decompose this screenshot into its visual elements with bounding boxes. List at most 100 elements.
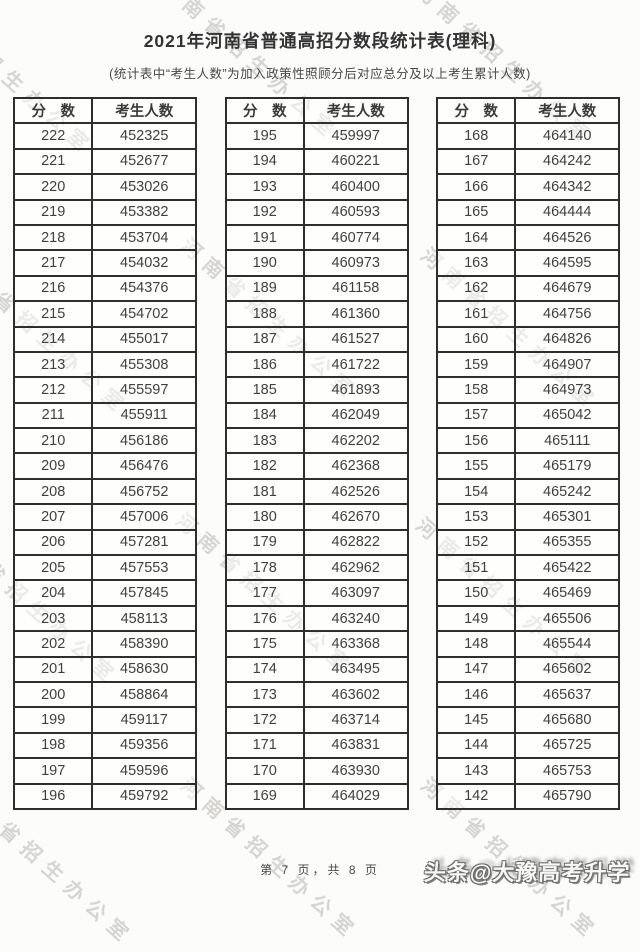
- score-cell: 193: [224, 173, 305, 201]
- header-row: 分 数 考生人数: [435, 96, 620, 125]
- score-cell: 176: [224, 604, 305, 633]
- score-cell: 146: [435, 680, 517, 709]
- score-cell: 217: [12, 249, 94, 277]
- count-cell: 458390: [91, 630, 197, 658]
- count-cell: 461893: [302, 376, 409, 404]
- score-column-header: 分 数: [224, 96, 305, 125]
- table-row: 218 453704: [12, 223, 197, 252]
- score-cell: 174: [224, 655, 305, 683]
- table-row: 176 463240: [224, 604, 409, 633]
- score-cell: 199: [12, 706, 94, 734]
- score-cell: 178: [224, 554, 305, 582]
- count-cell: 465602: [514, 655, 620, 683]
- count-cell: 462670: [302, 503, 409, 531]
- count-cell: 464029: [302, 782, 409, 810]
- score-cell: 162: [435, 274, 517, 303]
- score-table-middle-body: 195 459997 194 460221 193 460400 192 460593 191 4…: [224, 122, 409, 810]
- score-cell: 148: [435, 630, 517, 658]
- score-cell: 192: [224, 198, 305, 226]
- table-row: 211 455911: [12, 401, 197, 430]
- score-cell: 202: [12, 630, 94, 658]
- count-cell: 465506: [514, 604, 620, 633]
- table-row: 212 455597: [12, 376, 197, 404]
- table-row: 147 465602: [435, 655, 620, 683]
- score-cell: 206: [12, 528, 94, 557]
- score-cell: 200: [12, 680, 94, 709]
- count-cell: 452325: [91, 122, 197, 150]
- table-row: 168 464140: [435, 122, 620, 150]
- score-table-left-body: 222 452325 221 452677 220 453026 219 453382 218 4…: [12, 122, 197, 810]
- score-cell: 142: [435, 782, 517, 810]
- score-cell: 158: [435, 376, 517, 404]
- table-row: 178 462962: [224, 554, 409, 582]
- table-row: 159 464907: [435, 350, 620, 379]
- count-cell: 461360: [302, 300, 409, 328]
- score-cell: 159: [435, 350, 517, 379]
- count-cell: 464907: [514, 350, 620, 379]
- count-cell: 462526: [302, 477, 409, 506]
- table-row: 208 456752: [12, 477, 197, 506]
- count-cell: 465242: [514, 477, 620, 506]
- score-cell: 205: [12, 554, 94, 582]
- score-cell: 169: [224, 782, 305, 810]
- count-cell: 460774: [302, 223, 409, 252]
- count-cell: 463930: [302, 757, 409, 785]
- table-row: 160 464826: [435, 325, 620, 353]
- score-cell: 196: [12, 782, 94, 810]
- score-cell: 201: [12, 655, 94, 683]
- count-cell: 454702: [91, 300, 197, 328]
- score-cell: 182: [224, 452, 305, 480]
- score-tables-container: 分 数 考生人数 222 452325 221 452677 220 453026 219 4…: [12, 96, 620, 810]
- count-cell: 459997: [302, 122, 409, 150]
- score-cell: 151: [435, 554, 517, 582]
- table-row: 217 454032: [12, 249, 197, 277]
- count-cell: 465179: [514, 452, 620, 480]
- score-cell: 191: [224, 223, 305, 252]
- score-cell: 208: [12, 477, 94, 506]
- table-row: 214 455017: [12, 325, 197, 353]
- count-cell: 464342: [514, 173, 620, 201]
- count-cell: 455017: [91, 325, 197, 353]
- count-cell: 455308: [91, 350, 197, 379]
- count-cell: 460973: [302, 249, 409, 277]
- count-cell: 465422: [514, 554, 620, 582]
- count-column-header: 考生人数: [91, 96, 197, 125]
- score-cell: 207: [12, 503, 94, 531]
- count-cell: 465355: [514, 528, 620, 557]
- table-row: 198 459356: [12, 731, 197, 760]
- table-row: 167 464242: [435, 147, 620, 176]
- score-cell: 165: [435, 198, 517, 226]
- score-cell: 163: [435, 249, 517, 277]
- score-cell: 150: [435, 579, 517, 607]
- table-row: 194 460221: [224, 147, 409, 176]
- table-row: 143 465753: [435, 757, 620, 785]
- count-cell: 458864: [91, 680, 197, 709]
- count-cell: 456476: [91, 452, 197, 480]
- table-row: 142 465790: [435, 782, 620, 810]
- count-cell: 454376: [91, 274, 197, 303]
- page-number: 第 7 页，共 8 页: [260, 863, 380, 877]
- header-row: 分 数 考生人数: [12, 96, 197, 125]
- score-cell: 172: [224, 706, 305, 734]
- score-cell: 218: [12, 223, 94, 252]
- count-cell: 464826: [514, 325, 620, 353]
- score-cell: 156: [435, 427, 517, 455]
- count-cell: 452677: [91, 147, 197, 176]
- score-cell: 215: [12, 300, 94, 328]
- score-cell: 190: [224, 249, 305, 277]
- table-row: 199 459117: [12, 706, 197, 734]
- table-row: 183 462202: [224, 427, 409, 455]
- table-row: 170 463930: [224, 757, 409, 785]
- table-row: 191 460774: [224, 223, 409, 252]
- table-row: 189 461158: [224, 274, 409, 303]
- score-table-right: 分 数 考生人数 168 464140 167 464242 166 464342 165 4…: [435, 96, 620, 810]
- score-cell: 147: [435, 655, 517, 683]
- count-cell: 465042: [514, 401, 620, 430]
- table-row: 179 462822: [224, 528, 409, 557]
- table-row: 180 462670: [224, 503, 409, 531]
- count-cell: 464756: [514, 300, 620, 328]
- table-row: 144 465725: [435, 731, 620, 760]
- score-cell: 209: [12, 452, 94, 480]
- score-cell: 153: [435, 503, 517, 531]
